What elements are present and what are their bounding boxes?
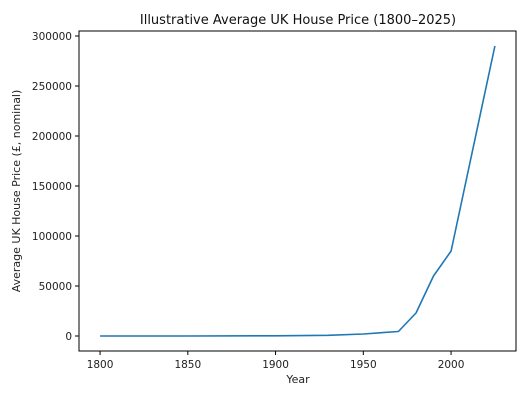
chart-title: Illustrative Average UK House Price (180… bbox=[140, 13, 456, 28]
y-tick-label: 50000 bbox=[39, 281, 72, 293]
x-tick-label: 2000 bbox=[438, 359, 465, 371]
y-tick-label: 100000 bbox=[32, 231, 72, 243]
x-axis-title: Year bbox=[285, 373, 310, 386]
x-tick-label: 1950 bbox=[350, 359, 377, 371]
series-line-0 bbox=[100, 45, 496, 337]
x-tick-label: 1900 bbox=[262, 359, 289, 371]
plot-area-frame bbox=[78, 30, 517, 352]
x-axis: 1800 1850 1900 1950 2000 bbox=[87, 351, 465, 371]
y-tick-label: 0 bbox=[65, 331, 72, 343]
y-tick-label: 200000 bbox=[32, 131, 72, 143]
x-tick-label: 1850 bbox=[174, 359, 201, 371]
series-layer bbox=[100, 45, 496, 337]
x-tick-label: 1800 bbox=[87, 359, 114, 371]
y-axis: 0 50000 100000 150000 200000 250000 300000 bbox=[32, 31, 79, 343]
y-tick-label: 150000 bbox=[32, 181, 72, 193]
y-tick-label: 250000 bbox=[32, 81, 72, 93]
y-tick-label: 300000 bbox=[32, 31, 72, 43]
y-axis-title: Average UK House Price (£, nominal) bbox=[10, 90, 23, 293]
